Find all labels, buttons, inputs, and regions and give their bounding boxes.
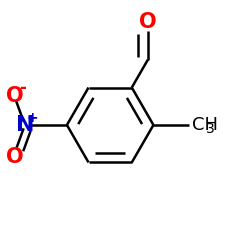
Text: O: O — [139, 12, 157, 32]
Text: -: - — [19, 80, 26, 98]
Text: O: O — [6, 146, 24, 167]
Text: +: + — [26, 110, 38, 124]
Text: N: N — [16, 115, 34, 135]
Text: O: O — [6, 86, 24, 106]
Text: 3: 3 — [206, 122, 214, 136]
Text: CH: CH — [192, 116, 218, 134]
